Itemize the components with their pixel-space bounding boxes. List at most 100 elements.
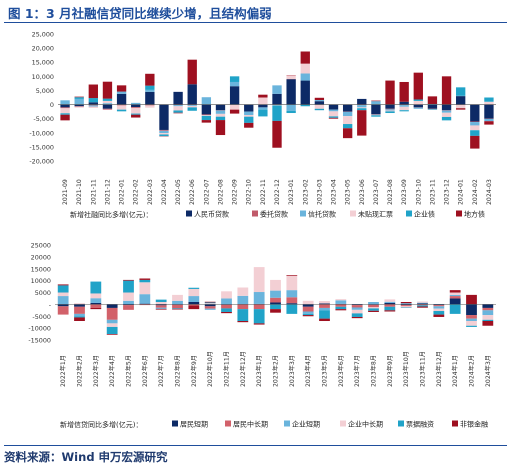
bar-segment xyxy=(116,104,127,106)
bar-segment xyxy=(466,321,477,326)
legend-label: 委托贷款 xyxy=(260,210,288,219)
bar-segment xyxy=(400,304,412,306)
bar-segment xyxy=(466,318,477,322)
source-note: 资料来源：Wind 申万宏源研究 xyxy=(4,450,168,464)
bar-segment xyxy=(102,98,113,101)
credit-chart: 25000 20000 15000 10000 5000 - -5000 -10000 -150… xyxy=(28,242,496,429)
legend-label: 企业短期 xyxy=(292,420,320,429)
legend-label: 信托贷款 xyxy=(308,210,336,219)
x-tick-label: 2023年3月 xyxy=(288,355,296,387)
bar-segment xyxy=(484,118,494,122)
bar-segment xyxy=(270,304,281,310)
y-tick-label: 10000 xyxy=(31,277,51,285)
legend-label: 非银金融 xyxy=(460,420,488,429)
x-tick-label: 2022-05 xyxy=(175,179,182,205)
bar-segment xyxy=(201,120,212,123)
bar-segment xyxy=(229,86,240,105)
bar-segment xyxy=(258,104,268,108)
bar-segment xyxy=(286,304,298,314)
y-tick-label: 15,000 xyxy=(32,59,54,67)
bar-segment xyxy=(441,112,452,117)
bar-segment xyxy=(319,310,330,319)
x-tick-label: 2022-06 xyxy=(189,179,196,205)
footer-rule xyxy=(4,445,507,446)
y-tick-label: -20,000 xyxy=(29,158,54,166)
y-tick-label: 0 xyxy=(50,101,54,109)
bar-segment xyxy=(286,303,298,305)
x-tick-label: 2022年7月 xyxy=(157,355,165,387)
x-tick-label: 2024年3月 xyxy=(484,355,492,387)
y-tick-label: 5,000 xyxy=(36,87,54,95)
x-tick-label: 2023-04 xyxy=(331,179,338,205)
bar-segment xyxy=(172,294,183,301)
x-tick-label: 2021-12 xyxy=(104,179,111,205)
bar-segment xyxy=(441,104,452,111)
bar-segment xyxy=(90,293,102,299)
bar-segment xyxy=(60,113,70,115)
legend-label: 地方债 xyxy=(464,210,485,219)
bar-segment xyxy=(371,114,381,116)
bar-segment xyxy=(300,73,310,81)
bar-segment xyxy=(159,130,169,134)
bar-segment xyxy=(88,102,98,105)
bar-segment xyxy=(173,110,183,113)
bar-segment xyxy=(351,307,363,310)
x-tick-label: 2023年11月 xyxy=(419,351,427,387)
bar-segment xyxy=(385,110,395,112)
bar-segment xyxy=(449,290,461,293)
bar-segment xyxy=(368,302,379,305)
bar-segment xyxy=(272,120,282,148)
bar-segment xyxy=(319,318,330,322)
bar-segment xyxy=(300,104,310,107)
x-tick-label: 2024-02 xyxy=(472,179,479,205)
bar-segment xyxy=(357,98,367,105)
bar-segment xyxy=(106,319,118,324)
bar-segment xyxy=(335,299,347,301)
bar-segment xyxy=(258,109,268,117)
bar-segment xyxy=(433,304,445,306)
bar-segment xyxy=(204,303,216,305)
bar-segment xyxy=(399,101,409,105)
x-tick-label: 2023年8月 xyxy=(370,355,378,387)
bar-segment xyxy=(286,79,296,105)
bar-segment xyxy=(328,109,339,112)
bar-segment xyxy=(302,311,314,314)
bar-segment xyxy=(466,325,477,327)
bar-segment xyxy=(131,114,141,118)
bar-segment xyxy=(357,107,367,109)
bar-segment xyxy=(123,292,134,301)
bar-segment xyxy=(88,98,98,103)
bar-segment xyxy=(328,117,339,119)
x-tick-label: 2022年5月 xyxy=(125,355,133,387)
bar-segment xyxy=(116,105,127,110)
bar-segment xyxy=(102,81,113,99)
bar-segment xyxy=(300,51,310,64)
bar-segment xyxy=(102,104,113,109)
x-tick-label: 2022年12月 xyxy=(239,351,247,387)
legend-swatch xyxy=(225,420,231,427)
bar-segment xyxy=(188,304,200,306)
bar-segment xyxy=(427,104,438,109)
x-tick-label: 2021-11 xyxy=(90,179,97,205)
bar-segment xyxy=(221,298,232,305)
bar-segment xyxy=(413,100,423,105)
x-tick-label: 2023-07 xyxy=(373,179,380,205)
bar-segment xyxy=(159,104,169,130)
bar-segment xyxy=(482,319,494,321)
bar-segment xyxy=(215,104,226,111)
bar-segment xyxy=(60,107,70,109)
legend-label: 居民中长期 xyxy=(233,420,268,429)
legend-swatch xyxy=(252,210,258,217)
legend-swatch xyxy=(186,210,192,217)
bar-segment xyxy=(371,101,381,105)
bar-segment xyxy=(145,73,155,86)
bar-segment xyxy=(215,110,226,114)
bar-segment xyxy=(201,104,212,115)
bar-segment xyxy=(441,110,452,113)
bar-segment xyxy=(302,304,314,307)
bar-segment xyxy=(400,305,412,307)
bar-segment xyxy=(204,304,216,307)
bar-segment xyxy=(123,280,134,293)
bar-segment xyxy=(470,135,480,149)
bar-segment xyxy=(74,317,85,321)
